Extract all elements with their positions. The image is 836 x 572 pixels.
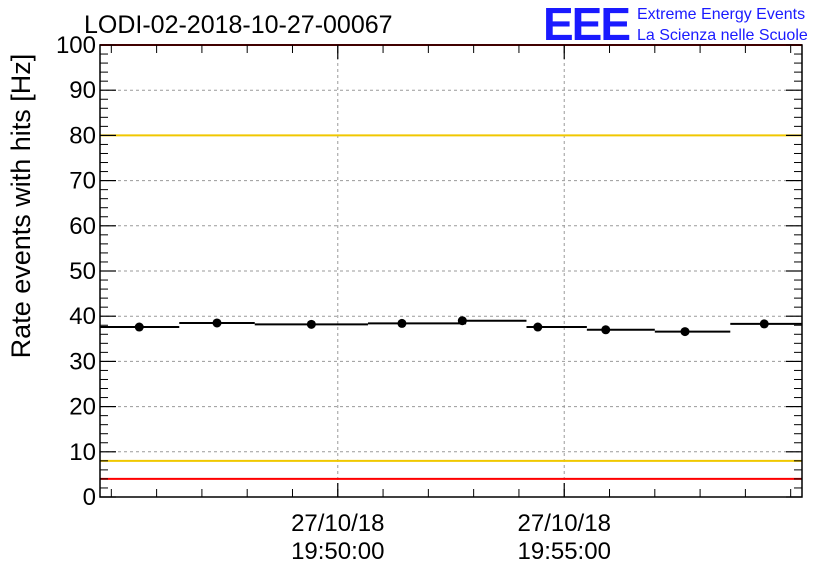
y-tick-label: 70 <box>69 168 96 195</box>
x-tick-label-time: 19:55:00 <box>518 538 611 565</box>
y-tick-label: 0 <box>83 484 96 511</box>
y-tick-label: 60 <box>69 213 96 240</box>
x-tick-label-time: 19:50:00 <box>291 538 384 565</box>
x-tick-label-date: 27/10/18 <box>291 510 384 537</box>
data-point <box>601 325 611 335</box>
data-series <box>100 316 802 337</box>
y-tick-label: 30 <box>69 348 96 375</box>
y-tick-label: 80 <box>69 122 96 149</box>
logo-line-1: Extreme Energy Events <box>637 6 805 23</box>
data-point <box>680 327 690 337</box>
data-point <box>134 322 144 332</box>
data-point <box>759 319 769 329</box>
x-tick-label-date: 27/10/18 <box>518 510 611 537</box>
y-tick-label: 50 <box>69 258 96 285</box>
chart-title: LODI-02-2018-10-27-00067 <box>84 11 393 39</box>
data-point <box>306 319 316 329</box>
logo-line-2: La Scienza nelle Scuole <box>637 27 808 44</box>
data-point <box>212 318 222 328</box>
y-tick-label: 90 <box>69 77 96 104</box>
eee-logo: EEE Extreme Energy Events La Scienza nel… <box>543 0 808 50</box>
y-axis-label: Rate events with hits [Hz] <box>6 54 36 359</box>
y-tick-label: 40 <box>69 303 96 330</box>
data-point <box>457 316 467 326</box>
y-tick-label: 100 <box>56 32 96 59</box>
reference-lines <box>100 44 802 480</box>
y-tick-label: 10 <box>69 439 96 466</box>
data-point <box>533 322 543 332</box>
grid-lines <box>100 45 802 497</box>
y-tick-label: 20 <box>69 394 96 421</box>
logo-mark: EEE <box>543 0 629 50</box>
data-point <box>397 318 407 328</box>
axes: 010203040506070809010027/10/1819:50:0027… <box>56 32 802 565</box>
